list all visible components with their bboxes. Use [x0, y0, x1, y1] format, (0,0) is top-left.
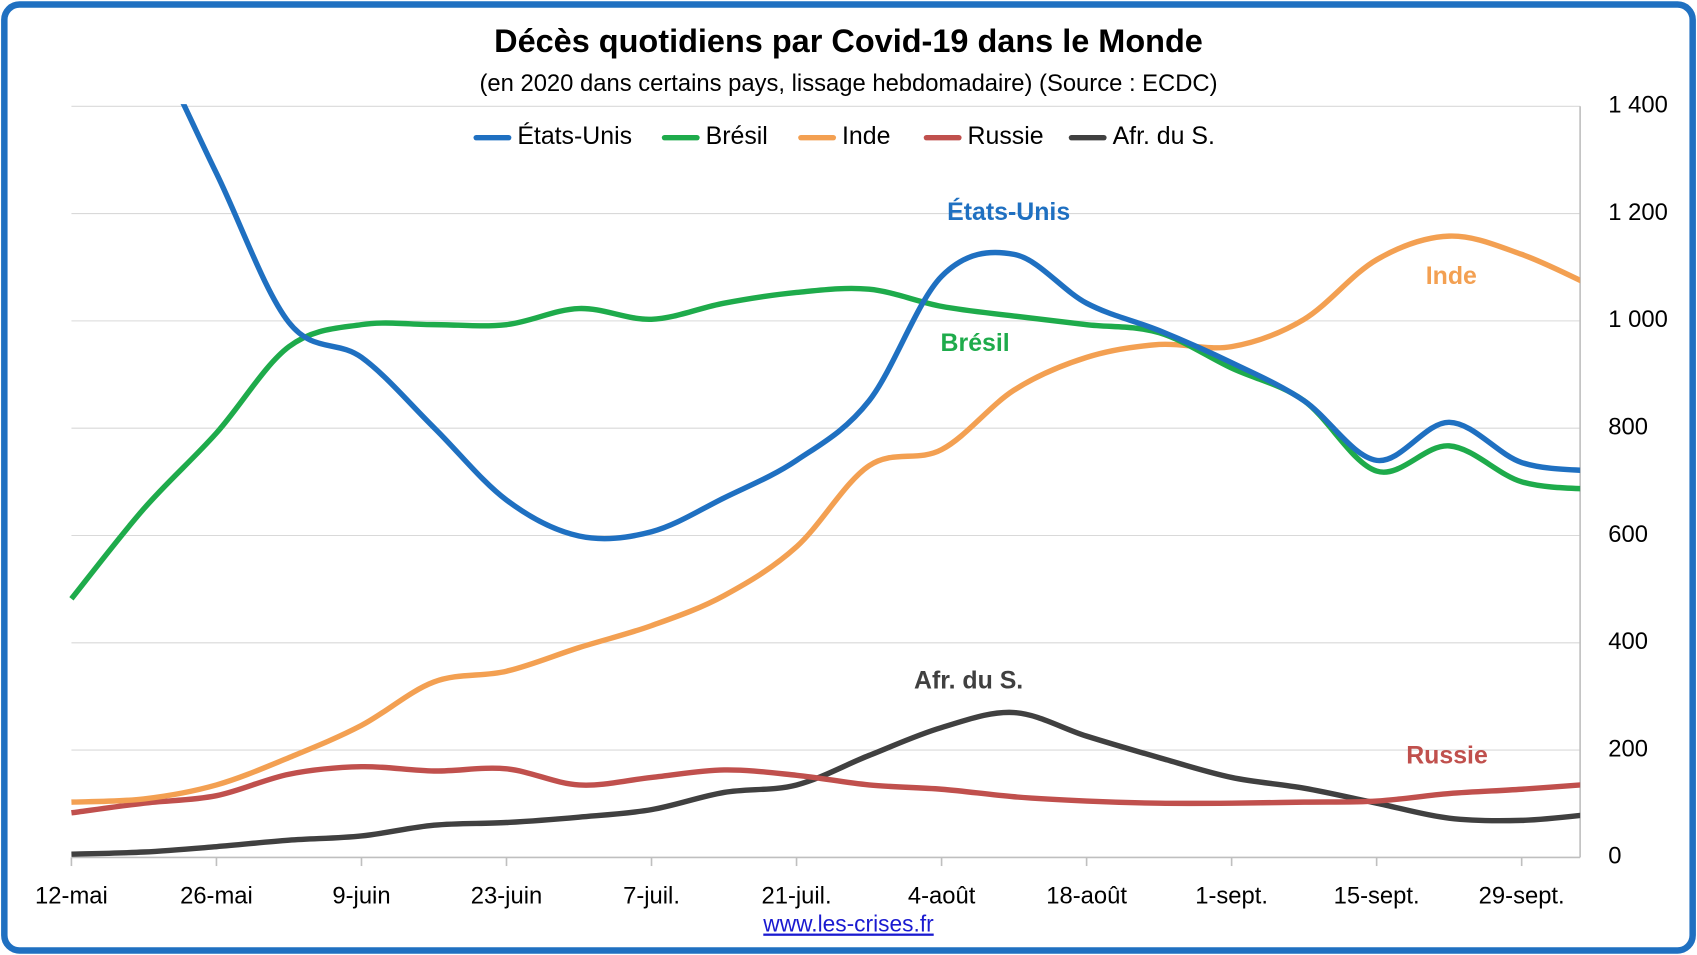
y-tick-label: 600	[1608, 521, 1648, 548]
x-tick-label: 1-sept.	[1195, 883, 1268, 910]
annotation: Inde	[1426, 262, 1477, 290]
legend-label: Inde	[842, 122, 890, 150]
x-tick-label: 26-mai	[180, 883, 253, 910]
series-line	[71, 709, 1581, 857]
series-line	[180, 104, 1581, 542]
x-tick-label: 18-août	[1046, 883, 1127, 910]
annotation: Brésil	[941, 329, 1010, 357]
y-tick-label: 0	[1608, 843, 1621, 870]
annotation: Afr. du S.	[914, 667, 1023, 695]
x-tick-label: 23-juin	[471, 883, 542, 910]
y-tick-label: 400	[1608, 628, 1648, 655]
x-tick-label: 29-sept.	[1479, 883, 1565, 910]
x-tick-label: 21-juil.	[761, 883, 831, 910]
chart-subtitle: (en 2020 dans certains pays, lissage heb…	[479, 70, 1217, 97]
x-tick-label: 9-juin	[332, 883, 390, 910]
y-tick-label: 1 000	[1608, 306, 1668, 333]
y-tick-label: 200	[1608, 735, 1648, 762]
x-tick-label: 12-mai	[35, 883, 108, 910]
annotation: États-Unis	[947, 197, 1070, 226]
legend-label: Afr. du S.	[1113, 122, 1215, 150]
legend-label: Brésil	[706, 122, 768, 150]
chart-title: Décès quotidiens par Covid-19 dans le Mo…	[494, 23, 1203, 59]
footer-link[interactable]: www.les-crises.fr	[762, 911, 934, 937]
series-line	[71, 233, 1581, 805]
series-line	[69, 285, 1581, 601]
legend-label: Russie	[968, 122, 1044, 150]
x-tick-label: 15-sept.	[1334, 883, 1420, 910]
series-line	[71, 763, 1581, 816]
legend-label: États-Unis	[517, 121, 632, 150]
x-tick-label: 4-août	[908, 883, 976, 910]
y-tick-label: 1 400	[1608, 92, 1668, 119]
y-tick-label: 800	[1608, 413, 1648, 440]
annotation: Russie	[1406, 741, 1488, 769]
y-tick-label: 1 200	[1608, 199, 1668, 226]
x-tick-label: 7-juil.	[623, 883, 680, 910]
